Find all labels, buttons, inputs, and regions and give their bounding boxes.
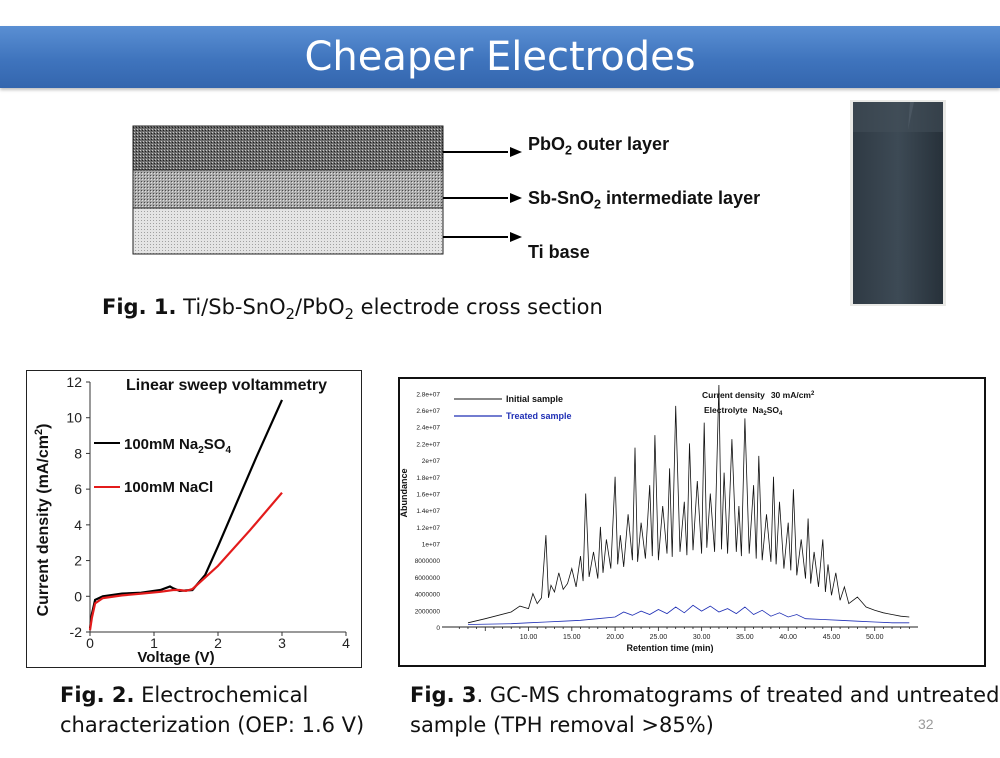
lsv-ytick-label: 4 (74, 517, 82, 533)
lsv-series-na2so4 (88, 399, 284, 629)
legend-na2so4: 100mM Na2SO4 (124, 436, 231, 456)
gcms-ytick-label: 2.6e+07 (416, 408, 440, 415)
legend-nacl: 100mM NaCl (124, 479, 213, 496)
gcms-ytick-label: 0 (436, 625, 440, 632)
gcms-ytick-label: 1.2e+07 (416, 525, 440, 532)
gcms-ytick-label: 2e+07 (422, 458, 441, 465)
lsv-xlabel: Voltage (V) (137, 649, 214, 666)
gcms-ytick-label: 2.2e+07 (416, 441, 440, 448)
gcms-xtick-label: 10.00 (520, 634, 538, 641)
gcms-ytick-label: 2000000 (415, 608, 441, 615)
fig3-caption: Fig. 3. GC-MS chromatograms of treated a… (410, 683, 1000, 737)
gcms-chart: 2000000 4000000 6000000 8000000 1e+07 1.2e+07… (398, 377, 986, 667)
lsv-ytick-label: 6 (74, 481, 82, 497)
gcms-ytick-label: 1e+07 (422, 542, 441, 549)
lsv-xtick-label: 4 (342, 635, 350, 651)
gcms-ytick-label: 1.8e+07 (416, 475, 440, 482)
lsv-ytick-label: -2 (70, 624, 83, 640)
lsv-ytick-label: 0 (74, 588, 82, 604)
lsv-series-nacl (88, 491, 283, 631)
lsv-title: Linear sweep voltammetry (126, 377, 327, 394)
label-pbo2-layer: PbO2 outer layer (528, 134, 670, 158)
legend-treated-sample: Treated sample (506, 411, 572, 421)
ti-base-layer (132, 207, 444, 255)
gcms-series-initial (467, 384, 910, 624)
gcms-ylabel: Abundance (399, 468, 409, 517)
gcms-xtick-label: 20.00 (606, 634, 624, 641)
electrode-photo (850, 100, 946, 306)
title-bar: Cheaper Electrodes (0, 26, 1000, 88)
lsv-xtick-label: 2 (214, 635, 222, 651)
fig2-caption: Fig. 2. Electrochemical characterization … (60, 683, 365, 737)
gcms-xtick-label: 45.00 (823, 634, 841, 641)
gcms-ytick-label: 6000000 (415, 575, 441, 582)
gcms-xtick-label: 50.00 (866, 634, 884, 641)
lsv-xtick-label: 1 (150, 635, 158, 651)
slide-number: 32 (918, 716, 934, 732)
pbo2-layer (132, 125, 444, 171)
gcms-ytick-label: 4000000 (415, 592, 441, 599)
gcms-series-treated (467, 604, 910, 625)
lsv-legend: 100mM Na2SO4 100mM NaCl (94, 436, 231, 496)
gcms-ytick-label: 1.4e+07 (416, 508, 440, 515)
lsv-ytick-label: 2 (74, 553, 82, 569)
gcms-ytick-label: 8000000 (415, 558, 441, 565)
gcms-xtick-label: 40.00 (779, 634, 797, 641)
electrode-cross-section-diagram (132, 125, 522, 255)
lsv-ytick-label: 12 (66, 374, 82, 390)
fig1-caption: Fig. 1. Ti/Sb-SnO2/PbO2 electrode cross … (102, 295, 603, 324)
gcms-ytick-label: 2.4e+07 (416, 425, 440, 432)
gcms-xtick-label: 30.00 (693, 634, 711, 641)
label-ti-base: Ti base (528, 242, 590, 262)
gcms-legend: Initial sample Treated sample (454, 394, 572, 421)
legend-initial-sample: Initial sample (506, 394, 563, 404)
gcms-xtick-label: 25.00 (650, 634, 668, 641)
lsv-xtick-label: 0 (86, 635, 94, 651)
sb-sno2-layer (132, 169, 444, 209)
gcms-xlabel: Retention time (min) (627, 643, 714, 653)
gcms-xtick-label: 15.00 (563, 634, 581, 641)
gcms-xtick-label: 35.00 (736, 634, 754, 641)
annotation-electrolyte: Electrolyte Na2SO4 (704, 405, 783, 417)
gcms-ytick-label: 2.8e+07 (416, 391, 440, 398)
label-sb-sno2-layer: Sb-SnO2 intermediate layer (528, 188, 761, 212)
lsv-ytick-label: 8 (74, 445, 82, 461)
annotation-current-density: Current density 30 mA/cm2 (702, 390, 815, 400)
lsv-ylabel: Current density (mA/cm2) (33, 424, 52, 617)
gcms-ytick-label: 1.6e+07 (416, 491, 440, 498)
lsv-ytick-label: 10 (66, 410, 82, 426)
gcms-annotation: Current density 30 mA/cm2 Electrolyte Na2S… (702, 390, 815, 417)
lsv-xtick-label: 3 (278, 635, 286, 651)
slide-title: Cheaper Electrodes (304, 34, 696, 80)
